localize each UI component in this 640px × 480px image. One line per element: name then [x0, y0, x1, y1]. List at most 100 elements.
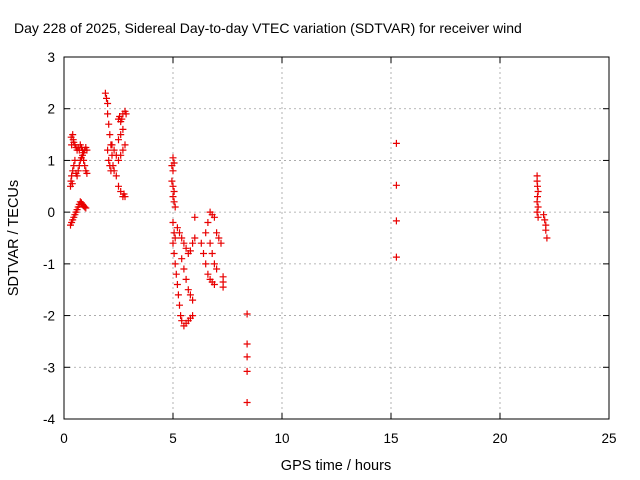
- data-point: [534, 203, 542, 211]
- data-point: [171, 203, 179, 211]
- data-point: [243, 340, 251, 348]
- data-point: [104, 110, 112, 118]
- data-point: [176, 229, 183, 237]
- data-point: [171, 260, 179, 268]
- data-point: [115, 136, 122, 144]
- y-axis-label: SDTVAR / TECUs: [6, 180, 22, 296]
- y-tick-label: 2: [47, 102, 55, 117]
- data-point: [80, 156, 88, 164]
- data-point: [169, 239, 177, 247]
- data-point: [191, 234, 199, 242]
- data-point: [243, 353, 251, 361]
- data-point: [170, 250, 178, 257]
- data-point: [208, 250, 216, 257]
- data-point: [541, 216, 549, 224]
- data-point: [178, 234, 186, 242]
- x-tick-label: 0: [60, 431, 68, 446]
- data-point: [104, 100, 112, 107]
- data-point: [243, 367, 251, 375]
- data-point: [392, 139, 400, 147]
- data-point: [172, 270, 180, 278]
- data-point: [104, 146, 112, 154]
- axis-ticks: 0 5 10 15 20 25 -4 -3 -2 -1 0 1 2 3: [43, 50, 617, 446]
- data-point: [210, 213, 218, 221]
- data-point: [101, 89, 109, 97]
- data-point: [392, 217, 400, 225]
- data-point: [115, 156, 122, 164]
- data-point: [83, 169, 91, 177]
- data-point: [83, 146, 91, 154]
- data-point: [189, 239, 197, 247]
- data-point: [117, 151, 125, 159]
- data-point: [110, 146, 118, 154]
- data-point: [121, 141, 129, 149]
- data-point: [202, 229, 210, 237]
- y-tick-label: 1: [47, 153, 55, 168]
- data-point: [122, 110, 130, 118]
- data-point: [182, 275, 190, 283]
- data-point: [173, 224, 181, 232]
- data-point: [73, 172, 81, 180]
- data-point: [534, 213, 542, 221]
- data-point: [68, 180, 76, 188]
- y-tick-label: -4: [43, 412, 55, 427]
- data-point: [115, 182, 122, 190]
- data-point: [219, 283, 227, 291]
- data-point: [74, 167, 82, 175]
- data-point: [119, 146, 127, 154]
- y-tick-label: 3: [47, 50, 55, 65]
- data-point: [107, 167, 115, 175]
- data-point: [112, 172, 120, 180]
- data-point: [178, 317, 186, 325]
- data-point: [184, 286, 192, 294]
- data-point: [169, 167, 177, 175]
- data-point: [169, 182, 177, 190]
- data-point: [392, 181, 400, 189]
- data-point: [204, 270, 212, 278]
- data-point: [169, 219, 177, 226]
- data-point: [81, 162, 89, 170]
- data-point: [210, 260, 218, 268]
- data-point: [169, 193, 177, 201]
- data-point: [213, 265, 221, 273]
- data-point: [543, 234, 551, 242]
- data-point: [174, 291, 182, 299]
- data-point: [105, 156, 113, 164]
- data-point: [173, 281, 181, 288]
- data-point: [121, 193, 129, 201]
- data-point: [168, 177, 176, 185]
- data-point: [81, 203, 89, 211]
- data-point: [540, 211, 548, 219]
- data-point: [197, 239, 205, 247]
- data-point: [217, 239, 225, 247]
- x-axis-label: GPS time / hours: [281, 458, 391, 474]
- data-point: [210, 281, 218, 288]
- data-point: [542, 226, 550, 234]
- data-point: [186, 291, 194, 299]
- data-point: [243, 399, 251, 406]
- chart-title: Day 228 of 2025, Sidereal Day-to-day VTE…: [14, 20, 522, 36]
- x-tick-label: 5: [169, 431, 177, 446]
- data-point: [186, 247, 194, 255]
- y-tick-label: -3: [43, 360, 55, 375]
- data-point: [119, 125, 127, 133]
- data-point: [106, 131, 114, 139]
- data-point: [169, 154, 177, 162]
- data-point: [533, 198, 541, 206]
- data-point: [170, 159, 178, 167]
- data-point: [392, 253, 400, 261]
- data-points: [67, 89, 551, 406]
- x-tick-label: 15: [383, 431, 398, 446]
- data-point: [117, 131, 125, 139]
- data-point: [191, 213, 199, 221]
- data-point: [189, 312, 197, 320]
- data-point: [243, 310, 251, 318]
- data-point: [180, 265, 188, 273]
- data-point: [180, 239, 188, 247]
- data-point: [200, 250, 207, 257]
- y-tick-label: -2: [43, 309, 55, 324]
- y-tick-label: 0: [47, 205, 55, 220]
- data-point: [171, 234, 179, 242]
- x-tick-label: 20: [492, 431, 507, 446]
